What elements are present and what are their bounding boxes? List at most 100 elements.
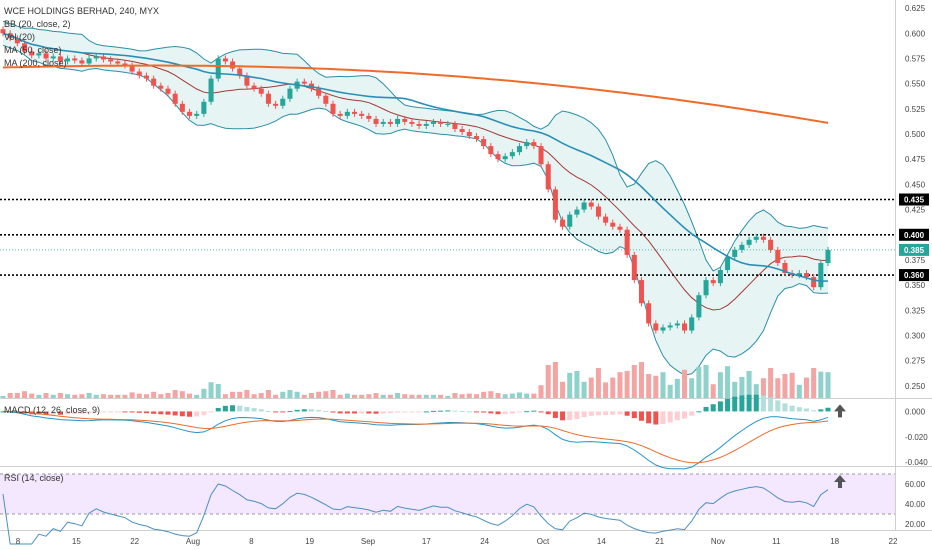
macd-histogram-bar (72, 411, 78, 415)
price-tick-label: 0.575 (905, 54, 926, 63)
volume-bar (36, 394, 42, 398)
volume-bar (689, 378, 695, 398)
macd-histogram-bar (57, 411, 63, 415)
candle (151, 78, 157, 86)
volume-bar (50, 394, 56, 398)
candle (165, 88, 171, 94)
time-tick-label: 24 (480, 537, 489, 546)
volume-bar (703, 365, 709, 398)
volume-bar (760, 378, 766, 398)
candle (273, 103, 279, 106)
macd-histogram-bar (466, 411, 472, 413)
macd-histogram-bar (517, 411, 523, 413)
candle (423, 123, 429, 126)
volume-bar (337, 394, 343, 398)
macd-histogram-bar (667, 411, 673, 423)
volume-bar (717, 372, 723, 398)
candle (811, 277, 817, 288)
macd-tick-label: 0.000 (905, 407, 926, 416)
volume-bar (79, 394, 85, 398)
candle (395, 118, 401, 124)
time-tick-label: 14 (597, 537, 606, 546)
candle (222, 58, 228, 62)
macd-histogram-bar (811, 410, 817, 412)
time-tick-label: Aug (186, 537, 200, 546)
macd-histogram-bar (294, 409, 300, 412)
macd-histogram-bar (230, 405, 236, 412)
candle (172, 93, 178, 104)
macd-histogram-bar (768, 397, 774, 412)
volume-bar (746, 371, 752, 398)
time-tick-label: 21 (655, 537, 664, 546)
macd-histogram-bar (524, 411, 530, 413)
macd-histogram-bar (775, 400, 781, 412)
volume-bar (430, 394, 436, 398)
volume-bar (660, 372, 666, 398)
macd-histogram-bar (380, 411, 386, 414)
candle (760, 236, 766, 240)
macd-histogram-bar (287, 411, 293, 413)
candle (610, 222, 616, 227)
candle (430, 121, 436, 124)
volume-bar (373, 393, 379, 398)
macd-histogram-bar (208, 411, 214, 413)
macd-histogram-bar (151, 411, 157, 414)
candle (481, 139, 487, 147)
candle (0, 29, 6, 34)
volume-bar (0, 396, 6, 398)
bb-upper-line (2, 20, 829, 272)
candle (93, 56, 99, 59)
time-tick-label: 8 (16, 537, 21, 546)
candle (265, 93, 271, 104)
candle (251, 85, 257, 89)
macd-histogram-bar (438, 410, 444, 412)
price-tick-label: 0.625 (905, 4, 926, 13)
candle (230, 61, 236, 69)
volume-bar (667, 384, 673, 398)
macd-histogram-bar (574, 411, 580, 420)
last-price-label: 0.385 (904, 246, 925, 255)
macd-histogram-bar (481, 411, 487, 413)
candle (330, 103, 336, 114)
candle (473, 136, 479, 140)
volume-bar (581, 381, 587, 398)
volume-bar (280, 391, 286, 398)
macd-histogram-bar (323, 411, 329, 413)
volume-bar (265, 390, 271, 398)
rsi-line (2, 483, 829, 545)
volume-bar (100, 394, 106, 398)
volume-bar (545, 365, 551, 398)
candle (674, 323, 680, 326)
macd-label: MACD (12, 26, close, 9) (4, 405, 101, 415)
volume-bar (775, 378, 781, 398)
macd-histogram-bar (803, 408, 809, 412)
macd-histogram-bar (366, 411, 372, 414)
macd-histogram-bar (100, 411, 106, 413)
volume-bar (617, 372, 623, 398)
volume-bar (308, 393, 314, 398)
macd-histogram-bar (108, 411, 114, 413)
macd-histogram-bar (595, 411, 601, 416)
macd-histogram-bar (531, 410, 537, 412)
legend-ma50: MA (50, close) (4, 45, 62, 55)
bb-fill (3, 21, 828, 376)
volume-bar (72, 394, 78, 398)
macd-histogram-bar (280, 411, 286, 413)
candle (552, 189, 558, 220)
price-tick-label: 0.250 (905, 382, 926, 391)
level-label-bg (899, 228, 929, 241)
ma50-line (2, 32, 829, 283)
macd-histogram-bar (631, 411, 637, 419)
candle (545, 164, 551, 190)
candle (36, 53, 42, 56)
rsi-tick-label: 60.00 (905, 480, 926, 489)
volume-bar (65, 394, 71, 398)
candle (746, 239, 752, 245)
macd-histogram-bar (373, 411, 379, 414)
volume-bar (725, 366, 731, 398)
candle (803, 273, 809, 278)
candle (100, 56, 106, 60)
macd-histogram-bar (732, 396, 738, 412)
volume-bar (739, 377, 745, 398)
